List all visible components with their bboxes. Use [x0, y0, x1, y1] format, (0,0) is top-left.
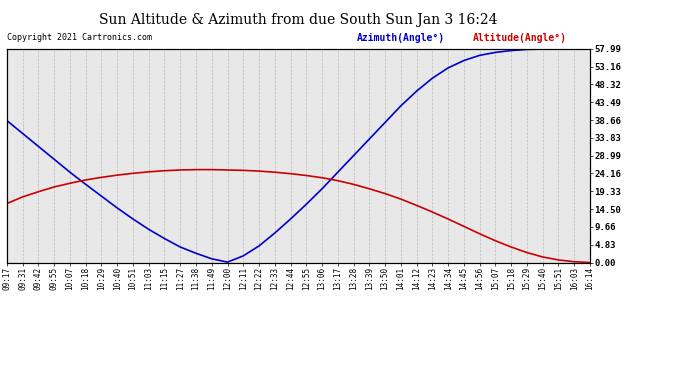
Text: Azimuth(Angle°): Azimuth(Angle°) [357, 33, 445, 43]
Text: Copyright 2021 Cartronics.com: Copyright 2021 Cartronics.com [7, 33, 152, 42]
Text: Altitude(Angle°): Altitude(Angle°) [473, 33, 567, 43]
Title: Sun Altitude & Azimuth from due South Sun Jan 3 16:24: Sun Altitude & Azimuth from due South Su… [99, 13, 497, 27]
